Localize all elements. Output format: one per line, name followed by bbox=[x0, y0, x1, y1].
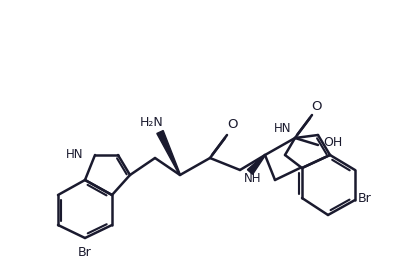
Text: HN: HN bbox=[274, 121, 292, 135]
Text: Br: Br bbox=[78, 246, 92, 260]
Text: NH: NH bbox=[244, 171, 262, 184]
Text: O: O bbox=[227, 119, 237, 132]
Polygon shape bbox=[157, 131, 181, 175]
Text: H₂N: H₂N bbox=[140, 116, 164, 128]
Text: HN: HN bbox=[66, 148, 84, 162]
Polygon shape bbox=[248, 155, 265, 174]
Text: OH: OH bbox=[324, 136, 343, 150]
Text: Br: Br bbox=[358, 191, 372, 205]
Text: O: O bbox=[311, 100, 321, 113]
